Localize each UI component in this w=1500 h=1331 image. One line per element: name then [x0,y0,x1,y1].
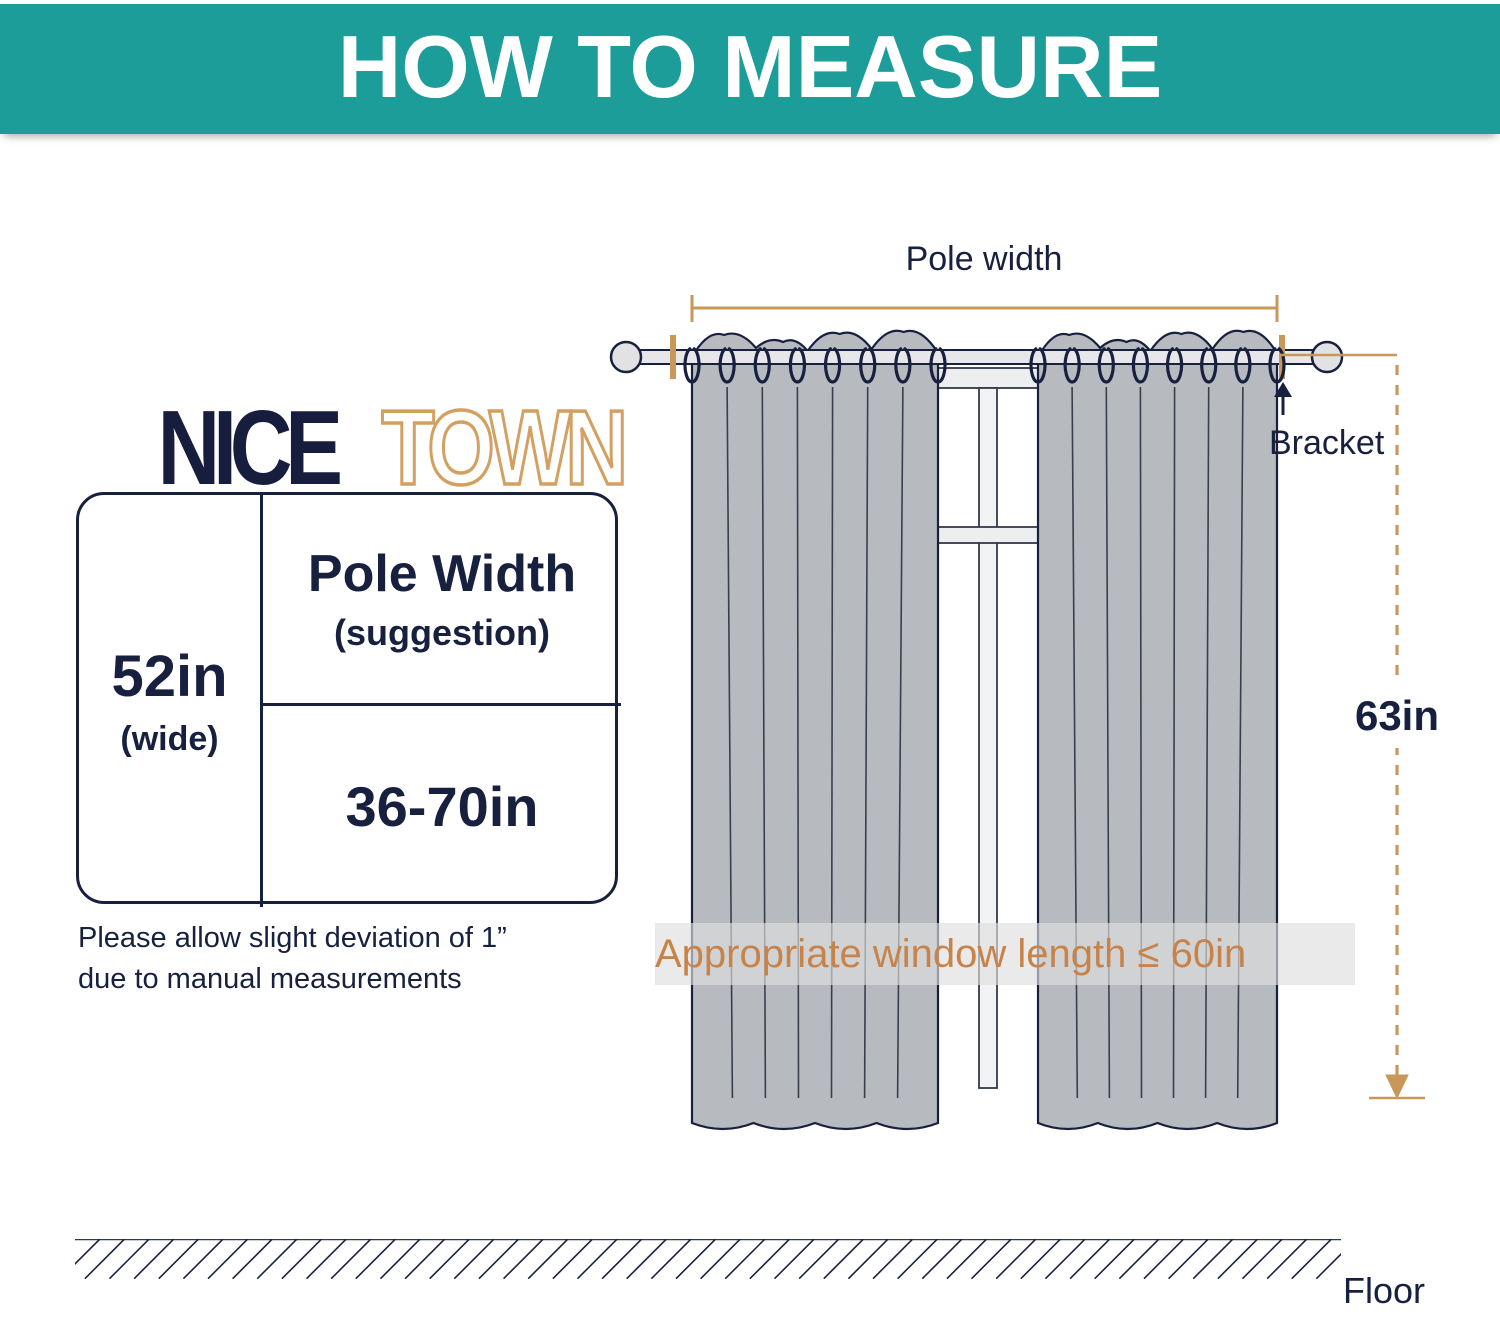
svg-text:Bracket: Bracket [1269,424,1385,462]
svg-text:Pole width: Pole width [906,240,1063,278]
svg-text:63in: 63in [1355,692,1439,739]
